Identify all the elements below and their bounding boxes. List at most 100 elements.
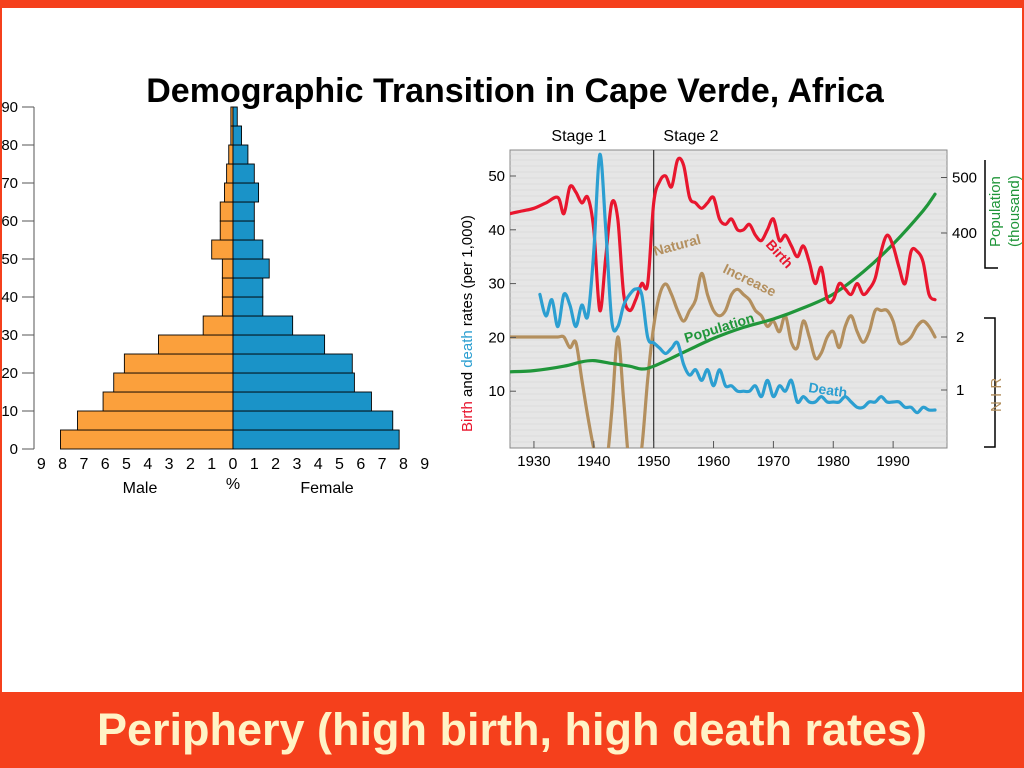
pyramid-y-tick-label: 50	[1, 251, 18, 268]
top-accent-bar	[0, 0, 1024, 8]
pyramid-x-tick-label: 4	[143, 456, 152, 473]
stage-2-label: Stage 2	[663, 128, 718, 145]
pyramid-x-tick-label: 4	[314, 456, 323, 473]
population-axis-label-line1: Population	[987, 176, 1004, 247]
female-bar-55-59	[232, 220, 255, 241]
nir-tick-label: 2	[956, 329, 964, 346]
birth-line	[510, 156, 937, 313]
female-bar-10-14	[232, 391, 372, 412]
left-tick-label: 50	[488, 168, 505, 185]
x-tick-label: 1950	[637, 453, 670, 470]
pyramid-x-tick-label: 9	[37, 456, 46, 473]
left-axis-label-rest: rates (per 1,000)	[459, 215, 476, 330]
transition-axes: 1930 1940 1950 1960 1970 1980 1990 10 20 30 40 50 40…	[488, 168, 977, 470]
slide-title: Demographic Transition in Cape Verde, Af…	[146, 72, 884, 110]
pyramid-x-tick-label: 8	[399, 456, 408, 473]
left-tick-label: 10	[488, 383, 505, 400]
male-bar-75-79	[228, 144, 234, 165]
male-bar-10-14	[102, 391, 234, 412]
nir-axis-label: N I R	[988, 378, 1005, 412]
male-bar-20-24	[123, 353, 234, 374]
pyramid-bars	[60, 106, 400, 450]
pyramid-female-label: Female	[300, 480, 353, 497]
pyramid-y-tick-label: 30	[1, 327, 18, 344]
x-tick-label: 1940	[577, 453, 610, 470]
footer-banner: Periphery (high birth, high death rates)	[0, 692, 1024, 768]
pyramid-x-tick-label: 2	[271, 456, 280, 473]
pyramid-x-tick-label: 7	[378, 456, 387, 473]
pyramid-x-tick-label: 1	[250, 456, 259, 473]
left-tick-label: 30	[488, 276, 505, 293]
female-bar-5-9	[232, 410, 394, 431]
natural-increase-line	[510, 271, 937, 448]
pyramid-y-tick-label: 0	[10, 441, 18, 458]
left-axis-label-and: and	[459, 368, 476, 401]
left-axis-label-birth: Birth	[459, 401, 476, 432]
male-bar-15-19	[113, 372, 234, 393]
female-bar-15-19	[232, 372, 355, 393]
pyramid-x-tick-label: 9	[420, 456, 429, 473]
transition-chart: Stage 1 Stage 2 1930 1940 1950 1960 1970 1980…	[459, 128, 1023, 470]
x-tick-label: 1970	[757, 453, 790, 470]
pyramid-x-tick-label: 1	[207, 456, 216, 473]
female-bar-70-74	[232, 163, 255, 184]
pyramid-x-tick-label: 6	[356, 456, 365, 473]
male-bar-30-34	[202, 315, 234, 336]
pyramid-x-tick-label: 3	[165, 456, 174, 473]
x-tick-label: 1990	[876, 453, 909, 470]
nir-axis-bracket	[984, 317, 996, 448]
death-series-label: Death	[808, 379, 849, 400]
population-axis-bracket	[984, 160, 998, 269]
pyramid-y-tick-label: 80	[1, 137, 18, 154]
pyramid-x-tick-label: 6	[101, 456, 110, 473]
pyramid-male-label: Male	[123, 480, 158, 497]
pyramid-y-tick-label: 70	[1, 175, 18, 192]
footer-text: Periphery (high birth, high death rates)	[96, 704, 928, 755]
pyramid-y-axis: 0 10 20 30 40 50 60 70 80 90	[1, 99, 35, 458]
pyramid-percent-label: %	[226, 476, 240, 493]
left-axis-label-death: death	[459, 330, 476, 368]
pyramid-y-tick-label: 90	[1, 99, 18, 116]
male-bar-5-9	[77, 410, 234, 431]
female-bar-40-44	[232, 277, 264, 298]
female-bar-30-34	[232, 315, 294, 336]
transition-series	[510, 152, 937, 448]
pyramid-x-tick-label: 8	[58, 456, 67, 473]
female-bar-0-4	[232, 429, 400, 450]
x-tick-label: 1980	[817, 453, 850, 470]
male-bar-65-69	[224, 182, 234, 203]
left-border	[0, 8, 2, 692]
pyramid-x-tick-label: 3	[292, 456, 301, 473]
population-tick-label: 500	[952, 170, 977, 187]
pyramid-y-tick-label: 40	[1, 289, 18, 306]
left-axis-label: Birth and death rates (per 1,000)	[459, 215, 476, 432]
male-bar-50-54	[211, 239, 234, 260]
pyramid-y-tick-label: 20	[1, 365, 18, 382]
female-bar-60-64	[232, 201, 255, 222]
left-tick-label: 40	[488, 222, 505, 239]
pyramid-y-tick-label: 10	[1, 403, 18, 420]
male-bar-60-64	[219, 201, 234, 222]
male-bar-0-4	[60, 429, 234, 450]
population-line	[510, 192, 937, 374]
female-bar-20-24	[232, 353, 353, 374]
death-line	[538, 152, 937, 415]
female-bar-75-79	[232, 144, 249, 165]
male-bar-70-74	[226, 163, 234, 184]
x-tick-label: 1960	[697, 453, 730, 470]
female-bar-45-49	[232, 258, 270, 279]
right-border	[1022, 8, 1024, 692]
female-bar-35-39	[232, 296, 264, 317]
pyramid-x-tick-label: 5	[335, 456, 344, 473]
male-bar-35-39	[221, 296, 234, 317]
male-bar-45-49	[221, 258, 234, 279]
female-bar-85-89	[232, 106, 238, 127]
female-bar-65-69	[232, 182, 260, 203]
population-axis-label-line2: (thousand)	[1006, 175, 1023, 247]
left-tick-label: 20	[488, 329, 505, 346]
pyramid-y-tick-label: 60	[1, 213, 18, 230]
x-tick-label: 1930	[517, 453, 550, 470]
